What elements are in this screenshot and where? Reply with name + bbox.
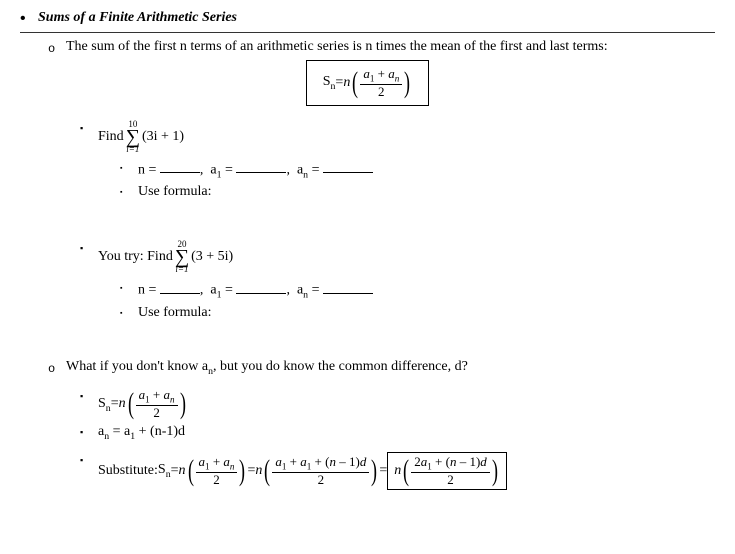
example1-problem: Find 10 ∑ i=1 (3i + 1) — [98, 120, 184, 154]
formula-fraction: a1 + an 2 — [360, 67, 402, 99]
formula-lhs: Sn — [323, 74, 336, 92]
bullet-lvl2 — [48, 359, 66, 376]
section-title: Sums of a Finite Arithmetic Series — [38, 10, 237, 26]
use-formula-2: Use formula: — [138, 305, 211, 321]
bullet-lvl4 — [120, 184, 138, 200]
part2-line1: Sn = n ( a1 + an 2 ) — [98, 388, 188, 420]
intro-text: The sum of the first n terms of an arith… — [66, 39, 608, 55]
bullet-lvl3 — [80, 388, 98, 404]
part2-line2: an = a1 + (n-1)d — [98, 424, 185, 442]
use-formula-1: Use formula: — [138, 184, 211, 200]
example1-blanks: n = , a1 = , an = — [138, 160, 373, 180]
bullet-lvl2 — [48, 39, 66, 56]
main-formula-box: Sn = n ( a1 + an 2 ) — [306, 60, 430, 106]
part2-substitute: Substitute: Sn = n ( a1 + an 2 ) = n ( a… — [98, 452, 507, 490]
example2-problem: You try: Find 20 ∑ i=1 (3 + 5i) — [98, 240, 233, 274]
bullet-lvl1 — [20, 10, 38, 28]
bullet-lvl4 — [120, 280, 138, 296]
bullet-lvl3 — [80, 452, 98, 468]
bullet-lvl4 — [120, 305, 138, 321]
bullet-lvl3 — [80, 120, 98, 136]
example2-blanks: n = , a1 = , an = — [138, 280, 373, 300]
bullet-lvl4 — [120, 160, 138, 176]
part2-question: What if you don't know an, but you do kn… — [66, 359, 468, 377]
divider — [20, 32, 715, 33]
bullet-lvl3 — [80, 240, 98, 256]
bullet-lvl3 — [80, 424, 98, 440]
